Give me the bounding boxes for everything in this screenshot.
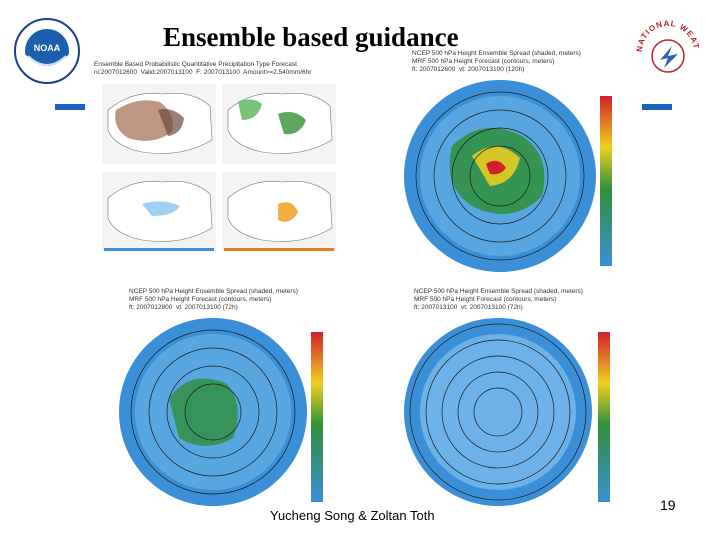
precip-type-panel: Ensemble Based Probabilistic Quantitativ… (92, 60, 342, 260)
precip-header-line1: Ensemble Based Probabilistic Quantitativ… (94, 61, 297, 68)
precip-map-snow (222, 84, 336, 164)
spread-72h-a-header-line2: MRF 500 hPa Height Forecast (contours, m… (129, 296, 272, 303)
noaa-logo-text: NOAA (34, 43, 61, 53)
spread-panel-72h-a: NCEP 500 hPa Height Ensemble Spread (sha… (115, 288, 330, 510)
page-number: 19 (660, 497, 676, 513)
spread-72h-a-header-line3: ft: 2007012800 vt: 2007013100 (72h) (129, 304, 238, 311)
spread-map-72h-b (404, 318, 610, 506)
spread-120h-header-line3: ft: 2007012600 vt: 2007013100 (120h) (412, 66, 525, 73)
accent-bar-right (642, 104, 672, 110)
slide-title: Ensemble based guidance (163, 22, 459, 52)
spread-72h-b-header-line2: MRF 500 hPa Height Forecast (contours, m… (414, 296, 557, 303)
spread-panel-120h: NCEP 500 hPa Height Ensemble Spread (sha… (402, 50, 617, 275)
accent-bar-left (55, 104, 85, 110)
nws-logo: NATIONAL WEATHER SERVICE (632, 16, 704, 88)
precip-maps (102, 84, 336, 252)
author-footer: Yucheng Song & Zoltan Toth (270, 508, 435, 523)
spread-120h-header-line1: NCEP 500 hPa Height Ensemble Spread (sha… (412, 50, 581, 57)
precip-map-rain (102, 84, 216, 164)
spread-72h-b-header-line3: ft: 2007013100 vt: 2007013100 (72h) (414, 304, 523, 311)
spread-map-72h-a (119, 318, 323, 506)
spread-120h-header-line2: MRF 500 hPa Height Forecast (contours, m… (412, 58, 555, 65)
spread-72h-a-header-line1: NCEP 500 hPa Height Ensemble Spread (sha… (129, 288, 298, 295)
spread-72h-b-header-line1: NCEP 500 hPa Height Ensemble Spread (sha… (414, 288, 583, 295)
spread-map-120h (404, 80, 612, 272)
precip-header-line2: ni:2007012600 Valid:2007013100 F: 200701… (94, 69, 312, 76)
precip-map-freezing-rain (102, 172, 216, 252)
noaa-logo: NOAA (14, 18, 80, 84)
precip-map-ice-pellets (222, 172, 336, 252)
spread-panel-72h-b: NCEP 500 hPa Height Ensemble Spread (sha… (400, 288, 618, 510)
